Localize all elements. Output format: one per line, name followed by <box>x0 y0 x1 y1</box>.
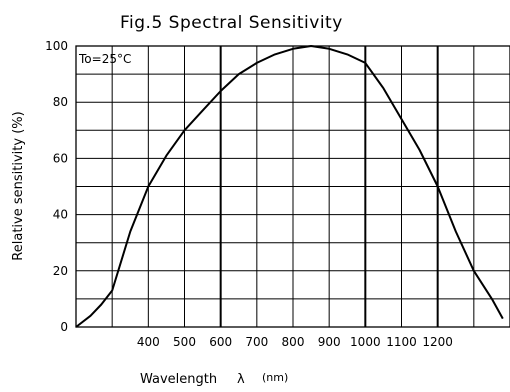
x-tick-label: 400 <box>137 335 160 349</box>
plot-frame <box>75 45 510 328</box>
x-axis-lambda: λ <box>237 372 245 387</box>
y-tick-label: 20 <box>53 264 68 278</box>
x-axis-label: Wavelength <box>140 372 217 387</box>
x-tick-label: 1000 <box>350 335 381 349</box>
y-tick-labels: 0 20 40 60 80 100 <box>45 39 68 334</box>
sensitivity-curve <box>75 45 504 328</box>
x-tick-label: 1100 <box>386 335 417 349</box>
y-axis-label: Relative sensitivity (%) <box>11 111 26 260</box>
x-tick-labels: 400 500 600 700 800 900 1000 1100 1200 <box>137 335 453 349</box>
grid <box>76 46 510 327</box>
x-axis-unit: (nm) <box>262 371 288 384</box>
x-tick-label: 900 <box>318 335 341 349</box>
y-tick-label: 0 <box>60 320 68 334</box>
y-tick-label: 100 <box>45 39 68 53</box>
x-tick-label: 500 <box>173 335 196 349</box>
chart-title: Fig.5 Spectral Sensitivity <box>120 13 343 33</box>
x-tick-label: 700 <box>245 335 268 349</box>
x-tick-label: 1200 <box>422 335 453 349</box>
y-tick-label: 40 <box>53 208 68 222</box>
y-tick-label: 80 <box>53 95 68 109</box>
temperature-annotation: To=25°C <box>78 52 131 66</box>
x-tick-label: 600 <box>209 335 232 349</box>
x-tick-label: 800 <box>282 335 305 349</box>
y-tick-label: 60 <box>53 151 68 165</box>
